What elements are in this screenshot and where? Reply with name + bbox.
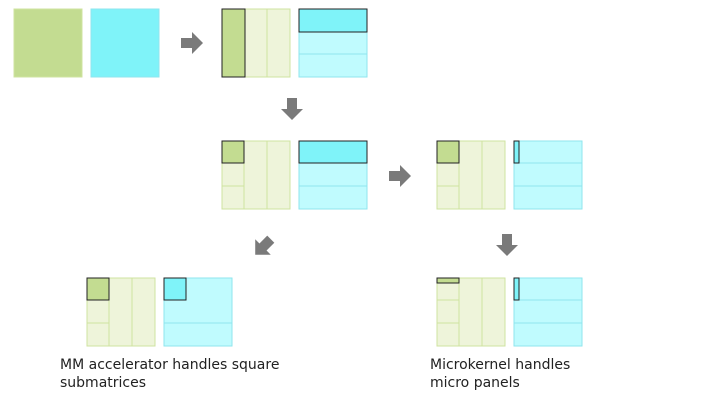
arrow-down-left-icon xyxy=(247,231,278,262)
a-square-highlight xyxy=(87,278,109,300)
stage-blocks xyxy=(222,141,367,209)
stage-microkernel xyxy=(437,278,582,346)
b-panel-highlight xyxy=(299,141,367,163)
accelerator-caption-line1: MM accelerator handles square xyxy=(60,356,279,374)
arrow-down-icon xyxy=(281,98,303,120)
a-block-highlight xyxy=(437,141,459,163)
b-panel-highlight xyxy=(299,9,367,32)
microkernel-caption-line1: Microkernel handles xyxy=(430,356,570,374)
arrow-right-icon xyxy=(181,32,203,54)
arrow-down-icon xyxy=(496,234,518,256)
b-micro-panel-highlight xyxy=(514,278,519,300)
stage-accelerator-submatrices xyxy=(87,278,232,346)
microkernel-caption-line2: micro panels xyxy=(430,374,570,392)
microkernel-caption: Microkernel handles micro panels xyxy=(430,356,570,392)
a-panel-highlight xyxy=(222,9,245,77)
stage-full-matrices xyxy=(14,9,159,77)
accelerator-caption: MM accelerator handles square submatrice… xyxy=(60,356,279,392)
arrow-right-icon xyxy=(389,165,411,187)
stage-panels xyxy=(222,9,367,77)
b-square-highlight xyxy=(164,278,186,300)
matrix-b xyxy=(91,9,159,77)
accelerator-caption-line2: submatrices xyxy=(60,374,279,392)
b-micro-panel-highlight xyxy=(514,141,519,163)
stage-micro-panels xyxy=(437,141,582,209)
a-block-highlight xyxy=(222,141,244,163)
matrix-a xyxy=(14,9,82,77)
a-micro-panel-highlight xyxy=(437,278,459,283)
